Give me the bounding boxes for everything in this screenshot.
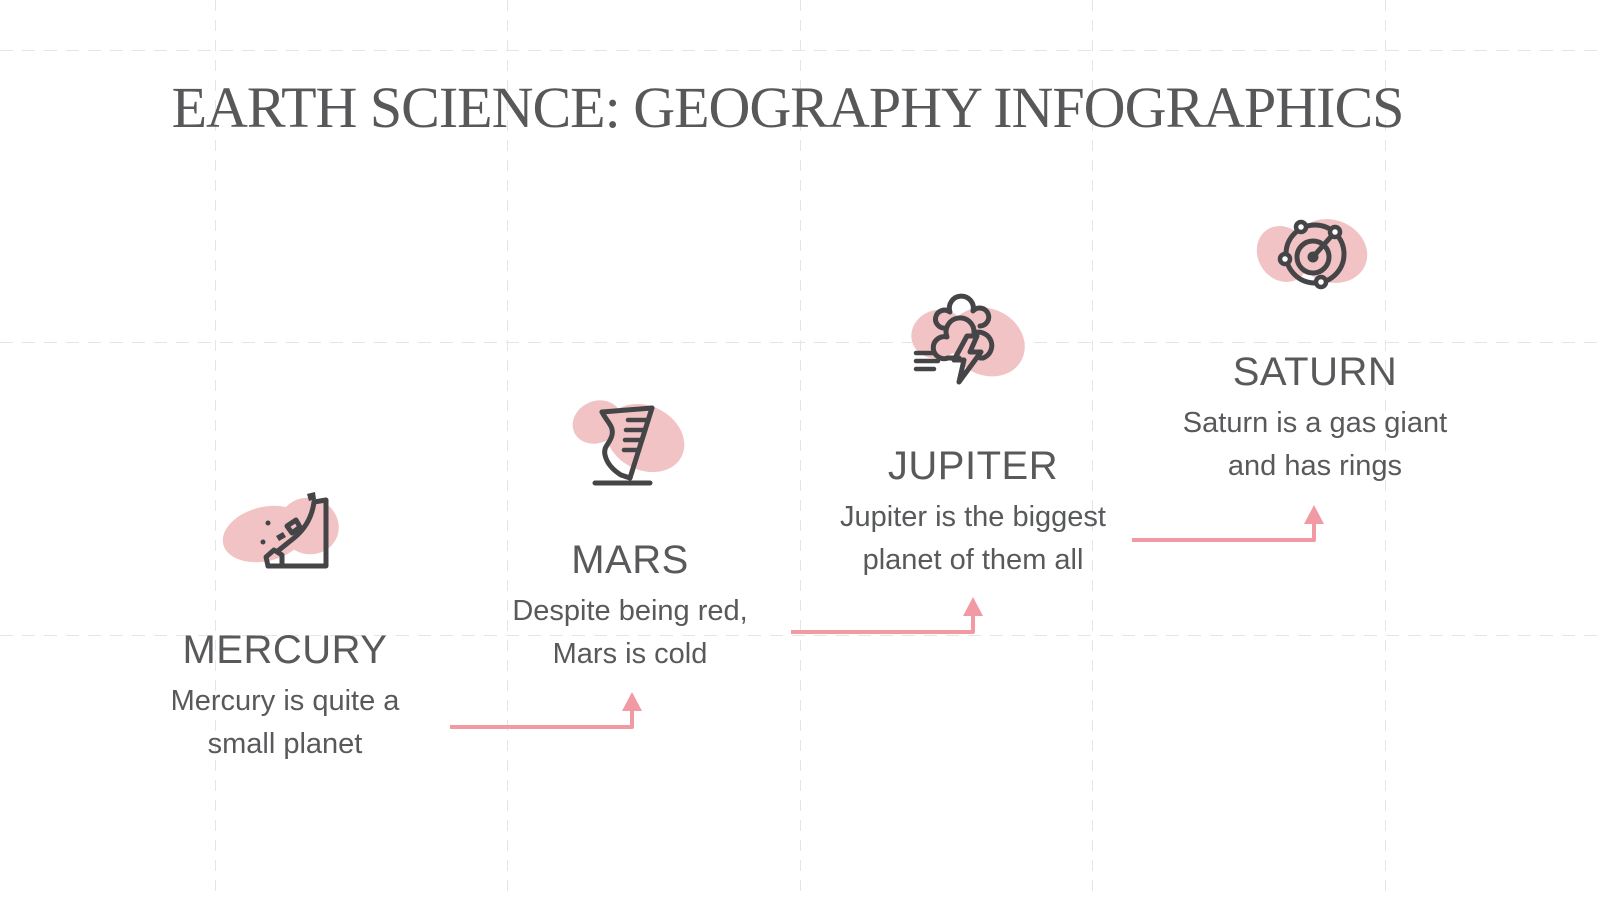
orbit-rings-icon — [1256, 219, 1368, 290]
mercury-icon-wrap — [220, 480, 350, 590]
grid-line-horizontal — [0, 342, 1600, 343]
planet-description: Saturn is a gas giant and has rings — [1183, 402, 1447, 488]
saturn-icon-wrap — [1250, 202, 1380, 312]
tornado-icon — [572, 400, 685, 486]
planet-description-line: Despite being red, — [512, 595, 748, 627]
planet-name: MARS — [571, 538, 689, 582]
planet-name: MERCURY — [182, 628, 388, 672]
planet-description-line: Saturn is a gas giant — [1182, 407, 1448, 439]
planet-name: JUPITER — [887, 444, 1059, 488]
grid-line-vertical — [1385, 0, 1386, 900]
planet-description-line: Mercury is quite a — [170, 685, 400, 717]
planet-description: Jupiter is the biggest planet of them al… — [840, 496, 1106, 582]
storm-cloud-lightning-icon — [911, 293, 1025, 385]
planet-description-line: small planet — [207, 728, 363, 760]
grid-line-horizontal — [0, 635, 1600, 636]
planet-card-saturn: SATURN Saturn is a gas giant and has rin… — [1135, 202, 1495, 488]
grid-line-vertical — [215, 0, 216, 900]
planet-description-line: and has rings — [1227, 450, 1403, 482]
planet-description: Mercury is quite a small planet — [171, 680, 400, 766]
grid-line-vertical — [507, 0, 508, 900]
landslide-icon — [222, 492, 339, 569]
planet-card-mars: MARS Despite being red, Mars is cold — [450, 390, 810, 676]
mars-icon-wrap — [565, 390, 695, 500]
planet-card-mercury: MERCURY Mercury is quite a small planet — [105, 480, 465, 766]
planet-description-line: Jupiter is the biggest — [840, 501, 1106, 533]
connector-arrow-mercury-mars — [450, 692, 642, 729]
grid-line-vertical — [800, 0, 801, 900]
planet-description-line: Mars is cold — [552, 638, 708, 670]
planet-description-line: planet of them all — [862, 544, 1084, 576]
planet-name: SATURN — [1232, 350, 1398, 394]
page-title: EARTH SCIENCE: GEOGRAPHY INFOGRAPHICS — [171, 75, 1405, 140]
connector-arrow-jupiter-saturn — [1132, 505, 1324, 542]
jupiter-icon-wrap — [908, 293, 1038, 406]
planet-card-jupiter: JUPITER Jupiter is the biggest planet of… — [793, 293, 1153, 582]
planet-description: Despite being red, Mars is cold — [512, 590, 747, 676]
grid-line-horizontal — [0, 50, 1600, 51]
connector-arrow-mars-jupiter — [791, 597, 983, 634]
grid-line-vertical — [1092, 0, 1093, 900]
